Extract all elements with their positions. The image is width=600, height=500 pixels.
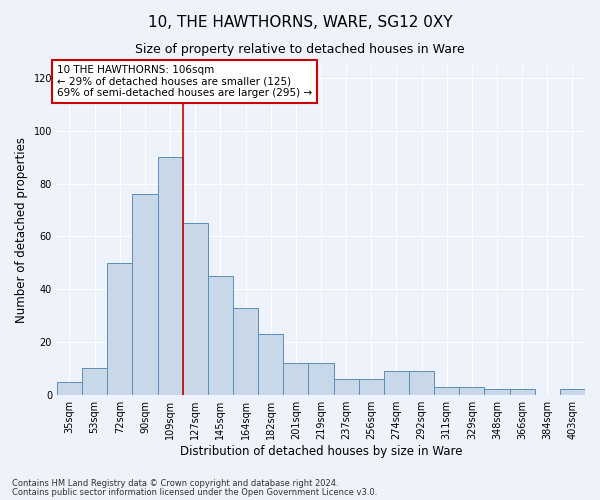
Bar bbox=[182, 224, 208, 394]
Bar bbox=[208, 276, 233, 394]
Bar bbox=[158, 158, 182, 394]
Bar bbox=[233, 308, 258, 394]
Text: Size of property relative to detached houses in Ware: Size of property relative to detached ho… bbox=[135, 42, 465, 56]
Bar bbox=[459, 387, 484, 394]
Bar bbox=[283, 363, 308, 394]
Bar bbox=[334, 379, 359, 394]
Bar bbox=[133, 194, 158, 394]
Bar bbox=[560, 390, 585, 394]
Bar bbox=[384, 371, 409, 394]
Bar bbox=[57, 382, 82, 394]
Text: 10 THE HAWTHORNS: 106sqm
← 29% of detached houses are smaller (125)
69% of semi-: 10 THE HAWTHORNS: 106sqm ← 29% of detach… bbox=[57, 65, 312, 98]
Text: Contains public sector information licensed under the Open Government Licence v3: Contains public sector information licen… bbox=[12, 488, 377, 497]
Bar bbox=[258, 334, 283, 394]
Text: 10, THE HAWTHORNS, WARE, SG12 0XY: 10, THE HAWTHORNS, WARE, SG12 0XY bbox=[148, 15, 452, 30]
Bar bbox=[308, 363, 334, 394]
Bar bbox=[107, 263, 133, 394]
Text: Contains HM Land Registry data © Crown copyright and database right 2024.: Contains HM Land Registry data © Crown c… bbox=[12, 479, 338, 488]
Y-axis label: Number of detached properties: Number of detached properties bbox=[15, 137, 28, 323]
Bar bbox=[409, 371, 434, 394]
Bar bbox=[509, 390, 535, 394]
X-axis label: Distribution of detached houses by size in Ware: Distribution of detached houses by size … bbox=[180, 444, 462, 458]
Bar bbox=[82, 368, 107, 394]
Bar bbox=[434, 387, 459, 394]
Bar bbox=[484, 390, 509, 394]
Bar bbox=[359, 379, 384, 394]
